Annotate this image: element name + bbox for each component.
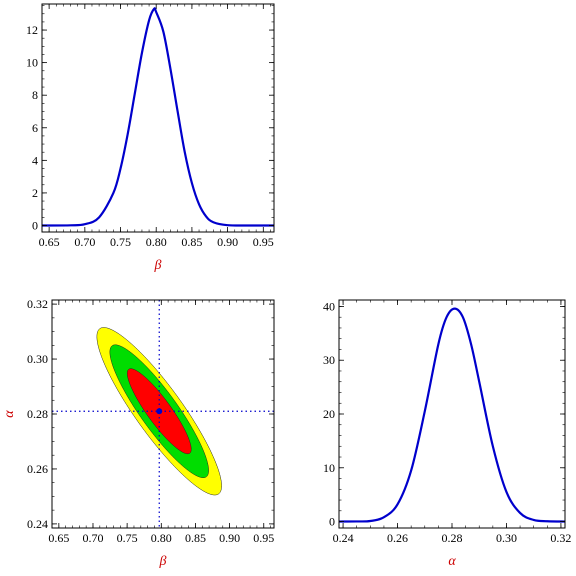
x-tick-label: 0.65 bbox=[39, 235, 60, 249]
y-tick-label: 20 bbox=[323, 407, 335, 421]
x-tick-label: 0.85 bbox=[185, 531, 206, 545]
pdf-curve bbox=[339, 307, 565, 523]
y-tick-label: 2 bbox=[32, 186, 38, 200]
alpha-pdf-panel: 0.24 0.26 0.28 0.30 0.32 0 10 20 30 40 α bbox=[323, 299, 571, 569]
y-tick-label: 0.30 bbox=[27, 352, 48, 366]
y-tick-label: 0.24 bbox=[27, 517, 48, 531]
x-axis-label: α bbox=[448, 554, 456, 569]
x-tick-label: 0.26 bbox=[387, 531, 408, 545]
x-tick-label: 0.70 bbox=[74, 235, 95, 249]
x-tick-label: 0.28 bbox=[442, 531, 463, 545]
x-tick-label: 0.70 bbox=[82, 531, 103, 545]
y-tick-label: 0.28 bbox=[27, 407, 48, 421]
y-tick-label: 10 bbox=[26, 56, 38, 70]
x-tick-label: 0.90 bbox=[217, 235, 238, 249]
y-tick-label: 30 bbox=[323, 353, 335, 367]
y-tick-label: 8 bbox=[32, 88, 38, 102]
x-tick-label: 0.90 bbox=[219, 531, 240, 545]
plot-frame bbox=[338, 299, 566, 529]
x-tick-label: 0.80 bbox=[146, 235, 167, 249]
y-tick-label: 10 bbox=[323, 461, 335, 475]
x-tick-label: 0.30 bbox=[496, 531, 517, 545]
y-tick-label: 0 bbox=[329, 515, 335, 529]
beta-pdf-panel: 0.65 0.70 0.75 0.80 0.85 0.90 0.95 0 2 4 6 8 10 12 β bbox=[26, 3, 275, 273]
x-tick-label: 0.75 bbox=[110, 235, 131, 249]
x-tick-label: 0.65 bbox=[48, 531, 69, 545]
y-tick-label: 0.26 bbox=[27, 462, 48, 476]
x-tick-label: 0.32 bbox=[550, 531, 571, 545]
best-fit-point bbox=[156, 408, 163, 415]
x-axis-label: β bbox=[159, 554, 167, 569]
x-tick-label: 0.80 bbox=[151, 531, 172, 545]
y-tick-label: 0.32 bbox=[27, 297, 48, 311]
x-tick-label: 0.95 bbox=[253, 531, 274, 545]
y-tick-label: 0 bbox=[32, 218, 38, 232]
x-tick-label: 0.24 bbox=[333, 531, 354, 545]
x-tick-label: 0.75 bbox=[117, 531, 138, 545]
x-tick-label: 0.95 bbox=[253, 235, 274, 249]
plot-frame bbox=[41, 3, 275, 233]
beta-alpha-contour-panel: 0.65 0.70 0.75 0.80 0.85 0.90 0.95 0.24 0.26 0.28… bbox=[2, 297, 275, 569]
x-axis-label: β bbox=[154, 258, 162, 273]
y-tick-label: 12 bbox=[26, 23, 38, 37]
x-tick-label: 0.85 bbox=[181, 235, 202, 249]
y-tick-label: 4 bbox=[32, 153, 38, 167]
y-tick-label: 40 bbox=[323, 299, 335, 313]
y-axis-label: α bbox=[2, 410, 17, 418]
y-tick-label: 6 bbox=[32, 121, 38, 135]
pdf-curve bbox=[42, 7, 274, 227]
